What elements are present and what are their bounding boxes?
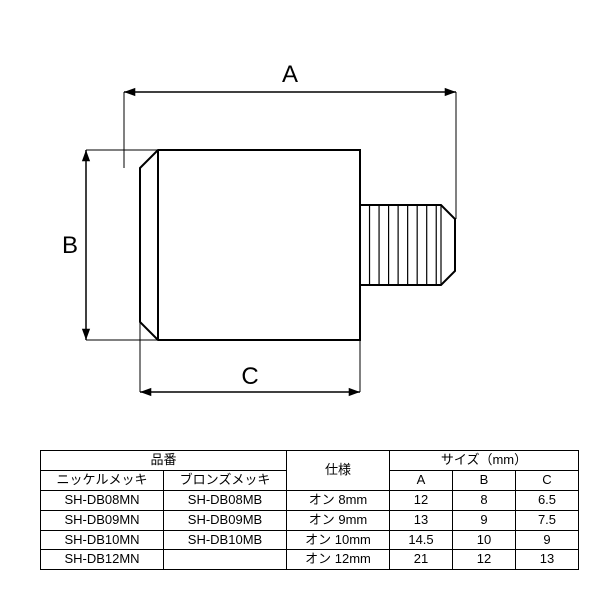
- hdr-C: C: [516, 470, 579, 490]
- cell-C: 13: [516, 550, 579, 570]
- hdr-B: B: [453, 470, 516, 490]
- cell-B: 10: [453, 530, 516, 550]
- hdr-bronze: ブロンズメッキ: [164, 470, 287, 490]
- hdr-size: サイズ（mm）: [390, 451, 579, 471]
- hdr-product-no: 品番: [41, 451, 287, 471]
- cell-s: オン 8mm: [287, 490, 390, 510]
- cell-s: オン 12mm: [287, 550, 390, 570]
- cell-s: オン 10mm: [287, 530, 390, 550]
- cell-C: 9: [516, 530, 579, 550]
- cell-C: 6.5: [516, 490, 579, 510]
- cell-n: SH-DB10MN: [41, 530, 164, 550]
- cell-n: SH-DB09MN: [41, 510, 164, 530]
- hdr-spec: 仕様: [287, 451, 390, 491]
- spec-table: 品番 仕様 サイズ（mm） ニッケルメッキ ブロンズメッキ A B C SH-D…: [40, 450, 579, 570]
- cell-b: SH-DB10MB: [164, 530, 287, 550]
- cell-n: SH-DB12MN: [41, 550, 164, 570]
- cell-b: SH-DB08MB: [164, 490, 287, 510]
- cell-B: 9: [453, 510, 516, 530]
- cell-n: SH-DB08MN: [41, 490, 164, 510]
- table-row: SH-DB12MN オン 12mm211213: [41, 550, 579, 570]
- hdr-nickel: ニッケルメッキ: [41, 470, 164, 490]
- cell-B: 12: [453, 550, 516, 570]
- svg-text:A: A: [282, 61, 298, 88]
- table-row: SH-DB08MNSH-DB08MBオン 8mm1286.5: [41, 490, 579, 510]
- cell-s: オン 9mm: [287, 510, 390, 530]
- cell-B: 8: [453, 490, 516, 510]
- cell-A: 13: [390, 510, 453, 530]
- cell-A: 14.5: [390, 530, 453, 550]
- cell-A: 21: [390, 550, 453, 570]
- cell-A: 12: [390, 490, 453, 510]
- cell-b: [164, 550, 287, 570]
- cell-b: SH-DB09MB: [164, 510, 287, 530]
- svg-text:C: C: [241, 363, 258, 390]
- table-row: SH-DB09MNSH-DB09MBオン 9mm1397.5: [41, 510, 579, 530]
- table-row: SH-DB10MNSH-DB10MBオン 10mm14.5109: [41, 530, 579, 550]
- cell-C: 7.5: [516, 510, 579, 530]
- svg-text:B: B: [62, 232, 78, 259]
- technical-drawing: A B C: [0, 0, 600, 440]
- hdr-A: A: [390, 470, 453, 490]
